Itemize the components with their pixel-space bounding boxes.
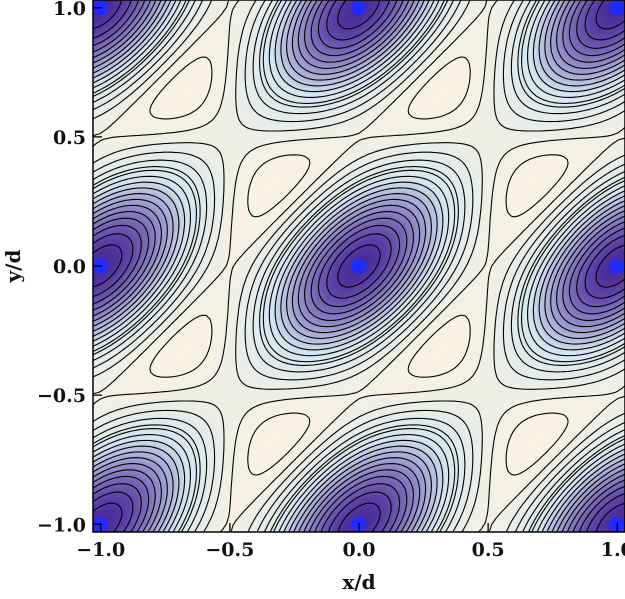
y-tick-label: −0.5 [37, 385, 86, 407]
x-axis-label: x/d [342, 570, 375, 594]
contour-line [93, 0, 625, 532]
contour-line [93, 0, 625, 532]
y-axis: −1.0 −0.5 0.0 0.5 1.0 [37, 0, 102, 536]
contour-line [93, 0, 625, 532]
x-tick-label: 1.0 [601, 539, 625, 561]
lattice-point [609, 258, 625, 274]
contour-line [93, 0, 625, 532]
lattice-point [351, 258, 367, 274]
contour-line [93, 0, 625, 532]
contour-line [93, 0, 625, 532]
x-tick-label: −1.0 [76, 539, 125, 561]
y-tick-label: 1.0 [53, 0, 86, 20]
contour-line [149, 56, 569, 476]
y-tick-label: 0.5 [53, 127, 86, 149]
y-tick-label: −1.0 [37, 514, 86, 536]
minima-points [93, 0, 625, 532]
contour-line [93, 0, 625, 532]
contour-lines [93, 0, 625, 532]
x-axis: −1.0 −0.5 0.0 0.5 1.0 [76, 523, 625, 561]
y-tick-label: 0.0 [53, 256, 86, 278]
contour-line [93, 0, 625, 532]
x-tick-label: 0.5 [472, 539, 505, 561]
contour-line [93, 0, 625, 532]
contour-line [93, 0, 625, 532]
contour-line [93, 0, 625, 532]
y-axis-label: y/d [1, 250, 25, 284]
x-tick-label: 0.0 [342, 539, 375, 561]
lattice-point [351, 0, 367, 16]
lattice-point [609, 0, 625, 16]
x-tick-label: −0.5 [205, 539, 254, 561]
